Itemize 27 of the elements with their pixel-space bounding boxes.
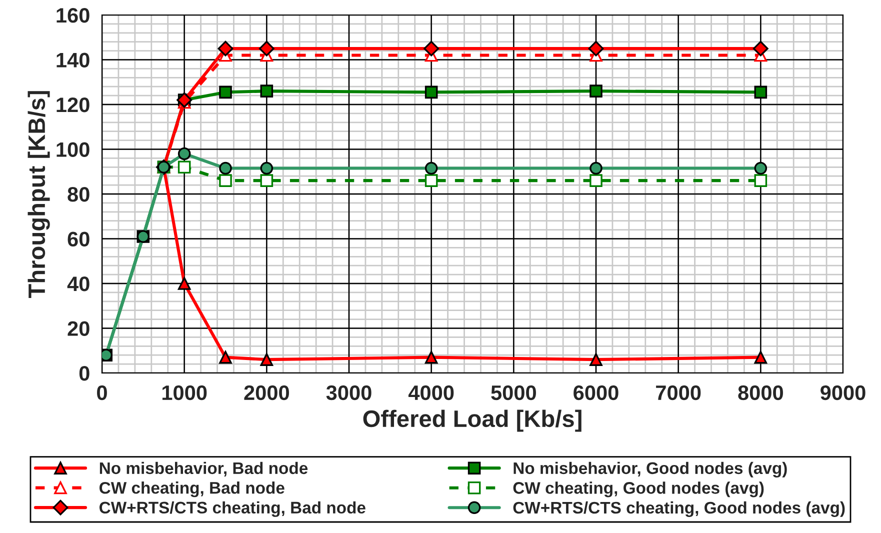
legend-label: No misbehavior, Bad node [100,462,308,476]
x-tick-label: 8000 [738,385,783,400]
y-tick-label: 80 [68,187,90,202]
y-tick-label: 140 [56,52,90,68]
legend-label: CW cheating, Bad node [100,482,284,498]
y-tick-label: 20 [68,321,90,336]
x-tick-label: 0 [97,385,107,400]
x-tick-label: 9000 [820,385,866,400]
legend-label: CW+RTS/CTS cheating, Bad node [100,501,366,517]
x-tick-label: 5000 [491,385,536,400]
x-tick-label: 3000 [326,385,372,400]
legend-label: No misbehavior, Good nodes (avg) [514,462,787,478]
x-tick-label: 4000 [408,385,454,400]
y-axis-title: Throughput [KB/s] [28,91,50,298]
x-tick-label: 2000 [244,385,289,400]
x-tick-label: 1000 [162,385,207,400]
y-tick-label: 120 [56,98,90,112]
legend-label: CW cheating, Good nodes (avg) [513,482,764,498]
y-tick-label: 40 [67,276,90,292]
x-tick-label: 6000 [574,385,618,400]
y-tick-label: 100 [56,142,90,158]
x-axis-title: Offered Load [Kb/s] [363,410,582,432]
y-tick-label: 160 [56,8,90,23]
y-tick-label: 0 [79,366,90,381]
x-tick-label: 7000 [656,385,701,400]
y-tick-label: 60 [68,232,90,247]
legend-label: CW+RTS/CTS cheating, Good nodes (avg) [513,501,845,517]
